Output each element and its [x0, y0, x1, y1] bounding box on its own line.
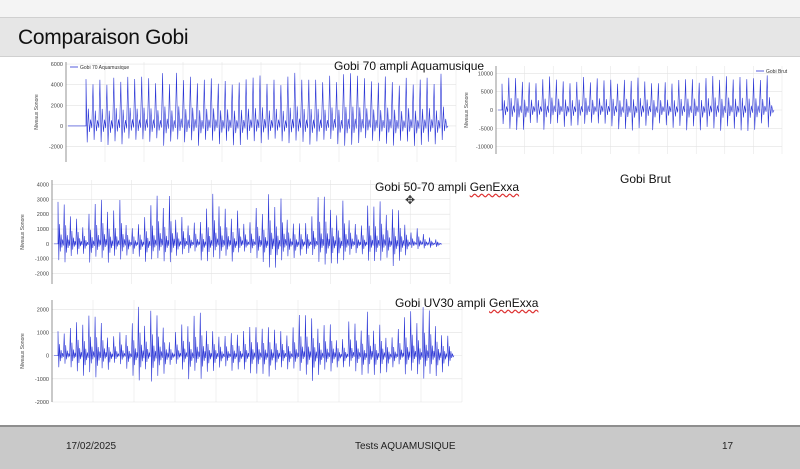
- footer-title: Tests AQUAMUSIQUE: [355, 441, 456, 452]
- y-tick-label: -2000: [35, 272, 49, 278]
- y-axis-label: Niveaux Sonore: [464, 92, 470, 128]
- y-axis-label: Niveaux Sonore: [34, 94, 40, 130]
- chart-gobi-brut: -10000 -5000 0 5000 10000 Niveaux Sonore Gobi …: [460, 62, 788, 162]
- y-tick-label: -1000: [35, 257, 49, 263]
- caption-brand: GenExxa: [489, 296, 539, 310]
- slide-footer: 17/02/2025 Tests AQUAMUSIQUE 17: [0, 425, 800, 469]
- caption-brand: GenExxa: [469, 180, 520, 194]
- y-tick-label: 0: [60, 124, 63, 130]
- chart-svg: -2000 0 2000 4000 6000 Niveaux Sonore Gobi 70 …: [34, 62, 457, 162]
- caption-gobi-brut: Gobi Brut: [620, 172, 671, 186]
- y-tick-label: -2000: [49, 145, 63, 151]
- y-tick-label: 1000: [37, 330, 49, 336]
- y-tick-label: -5000: [479, 126, 493, 132]
- y-tick-label: 6000: [51, 62, 63, 68]
- caption-text: Gobi UV30 ampli: [395, 296, 490, 310]
- chart-svg: -2000 -1000 0 1000 2000 Niveaux Sonore: [20, 300, 463, 406]
- waveform-series: [54, 306, 455, 382]
- y-tick-label: 4000: [51, 83, 63, 89]
- waveform-series: [68, 72, 449, 146]
- chart-svg: -10000 -5000 0 5000 10000 Niveaux Sonore Gobi …: [464, 66, 788, 154]
- chart-svg: -2000 -1000 0 1000 2000 3000 4000 Niveaux Sonor…: [20, 180, 451, 284]
- y-tick-label: 2000: [37, 212, 49, 218]
- waveform-series: [498, 75, 775, 132]
- y-tick-label: 0: [46, 242, 49, 248]
- caption-gobi-uv30: Gobi UV30 ampli GenExxa: [395, 296, 538, 310]
- y-axis-label: Niveaux Sonore: [20, 333, 26, 369]
- y-tick-label: 2000: [51, 103, 63, 109]
- slide-title: Comparaison Gobi: [18, 26, 189, 49]
- footer-date: 17/02/2025: [66, 441, 117, 452]
- title-bar: Comparaison Gobi: [0, 17, 800, 57]
- y-tick-label: -10000: [476, 145, 493, 151]
- y-tick-label: 0: [490, 108, 493, 114]
- y-tick-label: -1000: [35, 377, 49, 383]
- move-cursor-icon: ✥: [405, 193, 416, 207]
- y-tick-label: 10000: [478, 71, 493, 77]
- y-tick-label: 4000: [37, 182, 49, 188]
- waveform-series: [54, 193, 443, 268]
- chart-gobi-50-70-genexxa: -2000 -1000 0 1000 2000 3000 4000 Niveaux Sonor…: [16, 176, 456, 292]
- legend-label: Gobi Brut: [766, 69, 788, 75]
- y-tick-label: 3000: [37, 197, 49, 203]
- slide-top-strip: [0, 0, 800, 17]
- footer-page-number: 17: [722, 441, 734, 452]
- y-tick-label: 5000: [481, 90, 493, 96]
- caption-text: Gobi 50-70 ampli: [375, 180, 470, 194]
- y-tick-label: 2000: [37, 307, 49, 313]
- caption-gobi-50-70: Gobi 50-70 ampli GenExxa: [375, 180, 519, 194]
- chart-gobi-70-aquamusique: -2000 0 2000 4000 6000 Niveaux Sonore Gobi 70 …: [30, 58, 462, 170]
- caption-gobi-70: Gobi 70 ampli Aquamusique: [334, 59, 485, 73]
- chart-gobi-uv30-genexxa: -2000 -1000 0 1000 2000 Niveaux Sonore: [16, 296, 468, 410]
- y-tick-label: 1000: [37, 227, 49, 233]
- y-axis-label: Niveaux Sonore: [20, 214, 26, 250]
- y-tick-label: -2000: [35, 400, 49, 406]
- legend-label: Gobi 70 Aquamusique: [80, 65, 129, 71]
- y-tick-label: 0: [46, 354, 49, 360]
